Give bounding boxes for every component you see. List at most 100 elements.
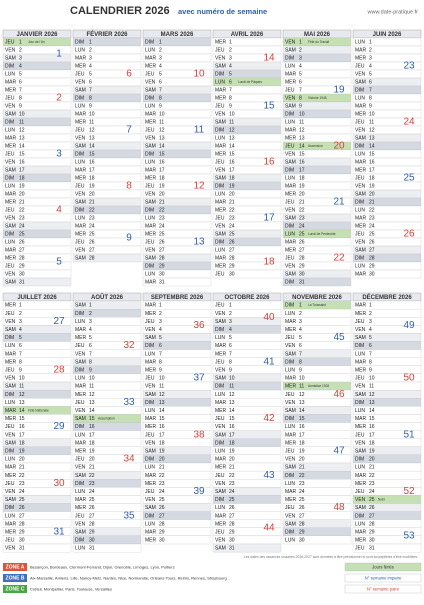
week-number: 34 (123, 454, 135, 465)
day-number: 20 (159, 457, 165, 463)
day-number: 23 (369, 481, 375, 487)
day-number: 10 (89, 112, 95, 118)
weekday: MER (75, 505, 87, 511)
day-number: 24 (159, 489, 165, 495)
weekday: MAR (145, 416, 157, 422)
day-row (282, 277, 352, 287)
day-number: 13 (159, 136, 165, 142)
day-number: 18 (229, 440, 235, 446)
weekday: MER (75, 64, 87, 70)
day-number: 24 (299, 224, 305, 230)
weekday: LUN (215, 80, 225, 86)
weekday: VEN (5, 489, 16, 495)
weekday: VEN (285, 152, 296, 158)
day-number: 5 (89, 72, 92, 78)
weekday: DIM (5, 448, 14, 454)
day-number: 23 (89, 481, 95, 487)
day-number: 28 (229, 521, 235, 527)
weekday: DIM (215, 72, 224, 78)
day-number: 8 (299, 359, 302, 365)
weekday: DIM (285, 303, 294, 309)
weekday: SAM (355, 136, 366, 142)
weekday: SAM (215, 319, 226, 325)
weekday: JEU (285, 200, 295, 206)
week-number: 44 (263, 522, 275, 533)
weekday: DIM (215, 327, 224, 333)
weekday: MER (215, 208, 227, 214)
weekday: MER (75, 176, 87, 182)
day-number: 16 (19, 160, 25, 166)
day-number: 3 (89, 56, 92, 62)
day-number: 17 (299, 432, 305, 438)
weekday: VEN (5, 319, 16, 325)
day-number: 26 (229, 240, 235, 246)
weekday: SAM (5, 56, 16, 62)
weekday: LUN (215, 505, 225, 511)
weekday: SAM (355, 192, 366, 198)
weekday: DIM (355, 144, 364, 150)
weekday: SAM (355, 392, 366, 398)
month-name: MAI 2026 (304, 32, 331, 38)
day-number: 5 (369, 335, 372, 341)
day-number: 12 (89, 128, 95, 134)
day-number: 17 (369, 168, 375, 174)
weekday: DIM (75, 152, 84, 158)
weekday: JEU (145, 184, 155, 190)
weekday: DIM (5, 232, 14, 238)
day-number: 21 (299, 200, 305, 206)
day-number: 21 (229, 200, 235, 206)
day-number: 30 (229, 538, 235, 544)
day-number: 19 (89, 448, 95, 454)
weekday: VEN (145, 248, 156, 254)
week-number: 22 (333, 253, 345, 264)
weekday: SAM (285, 216, 296, 222)
day-number: 25 (369, 232, 375, 238)
weekday: JEU (355, 120, 365, 126)
day-number: 3 (19, 319, 22, 325)
weekday: MAR (5, 192, 17, 198)
weekday: SAM (75, 200, 86, 206)
day-number: 27 (369, 513, 375, 519)
day-number: 12 (89, 392, 95, 398)
day-number: 9 (89, 367, 92, 373)
weekday: MAR (145, 303, 157, 309)
day-number: 14 (229, 408, 235, 414)
day-number: 18 (89, 176, 95, 182)
month-name: FÉVRIER 2026 (86, 30, 128, 38)
day-number: 19 (369, 448, 375, 454)
day-row (352, 543, 422, 553)
day-number: 5 (89, 335, 92, 341)
day-number: 28 (89, 521, 95, 527)
weekday: MER (215, 521, 227, 527)
weekday: MER (145, 424, 157, 430)
day-number: 29 (299, 529, 305, 535)
day-number: 10 (229, 376, 235, 382)
weekday: DIM (75, 208, 84, 214)
day-number: 15 (89, 416, 95, 422)
weekday: JEU (5, 264, 15, 270)
holiday: Lundi de Pentecôte (308, 232, 336, 236)
day-number: 4 (299, 64, 302, 70)
day-number: 12 (229, 392, 235, 398)
weekday: LUN (355, 40, 365, 46)
weekday: MAR (355, 359, 367, 365)
weekday: LUN (75, 319, 85, 325)
weekday: LUN (355, 152, 365, 158)
week-number: 53 (403, 531, 415, 542)
week-number: 36 (193, 320, 205, 331)
day-number: 13 (299, 136, 305, 142)
weekday: DIM (75, 40, 84, 46)
weekday: MAR (215, 513, 227, 519)
legend-box (344, 573, 422, 583)
weekday: SAM (75, 88, 86, 94)
day-number: 4 (159, 64, 162, 70)
weekday: VEN (215, 481, 226, 487)
weekday: MER (5, 303, 17, 309)
day-number: 15 (299, 152, 305, 158)
week-number: 37 (193, 373, 205, 384)
footer-note: Les dates des vacances scolaires 2026-20… (244, 555, 418, 559)
weekday: SAM (5, 384, 16, 390)
day-number: 4 (19, 64, 22, 70)
day-number: 16 (229, 424, 235, 430)
week-number: 29 (53, 421, 65, 432)
